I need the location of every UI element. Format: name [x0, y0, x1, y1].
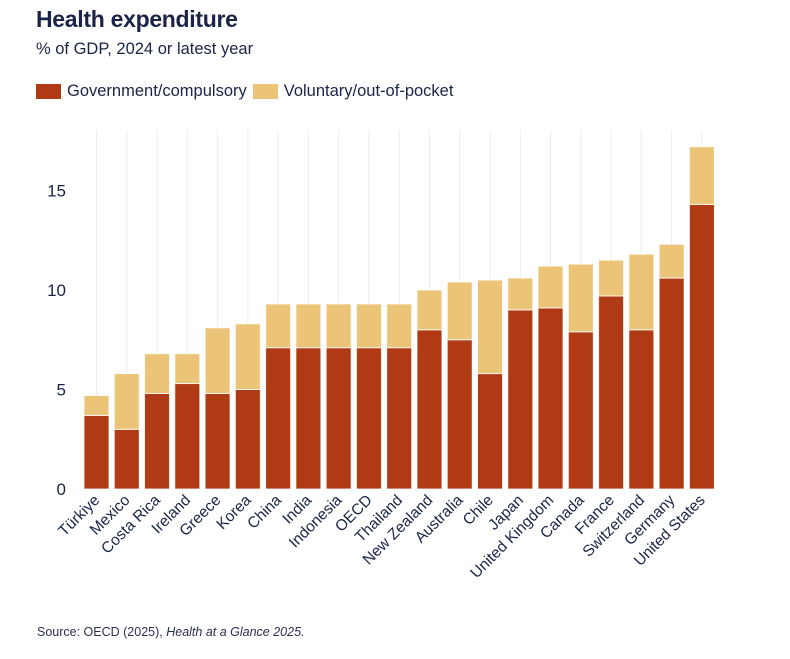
bar-voluntary: New Zealand — Voluntary/out-of-pocket: 2 [416, 289, 443, 331]
bar-voluntary: China — Voluntary/out-of-pocket: 2.2 [265, 303, 292, 349]
bar-voluntary: Switzerland — Voluntary/out-of-pocket: 3… [628, 253, 655, 331]
bar-voluntary: Indonesia — Voluntary/out-of-pocket: 2.2 [325, 303, 352, 349]
bar-voluntary: Japan — Voluntary/out-of-pocket: 1.6 [507, 277, 534, 311]
legend-item-voluntary: Voluntary/out-of-pocket [252, 82, 454, 101]
bar-government: OECD — Government/compulsory: 7.1 [355, 347, 382, 490]
bar-voluntary: Türkiye — Voluntary/out-of-pocket: 1 [83, 394, 110, 416]
legend-swatch-government [36, 84, 61, 99]
source-prefix: Source: OECD (2025), [37, 625, 167, 639]
y-tick-label: 0 [57, 480, 66, 499]
legend-label-voluntary: Voluntary/out-of-pocket [283, 82, 454, 100]
chart-subtitle: % of GDP, 2024 or latest year [36, 40, 254, 58]
bar-government: Germany — Government/compulsory: 10.6 [658, 277, 685, 490]
bar-government: Ireland — Government/compulsory: 5.3 [174, 383, 201, 490]
bar-voluntary: India — Voluntary/out-of-pocket: 2.2 [295, 303, 322, 349]
bar-voluntary: Greece — Voluntary/out-of-pocket: 3.3 [204, 327, 231, 394]
bar-government: United Kingdom — Government/compulsory: … [537, 307, 564, 490]
legend: Government/compulsory Voluntary/out-of-p… [36, 82, 459, 101]
bar-government: Korea — Government/compulsory: 5 [234, 389, 261, 490]
bar-government: Thailand — Government/compulsory: 7.1 [386, 347, 413, 490]
y-axis: 0 5 10 15 [47, 182, 66, 500]
bar-voluntary: France — Voluntary/out-of-pocket: 1.8 [598, 259, 625, 297]
chart-title: Health expenditure [36, 6, 238, 32]
bar-government: Indonesia — Government/compulsory: 7.1 [325, 347, 352, 490]
source-title: Health at a Glance 2025. [166, 625, 305, 639]
bar-government: Australia — Government/compulsory: 7.5 [446, 339, 473, 490]
bar-government: Türkiye — Government/compulsory: 3.7 [83, 414, 110, 490]
bar-voluntary: Australia — Voluntary/out-of-pocket: 2.9 [446, 281, 473, 341]
bar-government: Greece — Government/compulsory: 4.8 [204, 392, 231, 490]
bar-voluntary: Costa Rica — Voluntary/out-of-pocket: 2 [144, 353, 171, 394]
bar-government: Costa Rica — Government/compulsory: 4.8 [144, 392, 171, 490]
bar-government: India — Government/compulsory: 7.1 [295, 347, 322, 490]
bar-government: France — Government/compulsory: 9.7 [598, 295, 625, 490]
bar-voluntary: Korea — Voluntary/out-of-pocket: 3.3 [234, 323, 261, 390]
x-tick-label: Korea [213, 492, 255, 534]
bar-government: Chile — Government/compulsory: 5.8 [477, 373, 504, 490]
bar-voluntary: Thailand — Voluntary/out-of-pocket: 2.2 [386, 303, 413, 349]
bars: Türkiye — Government/compulsory: 3.7Türk… [83, 146, 715, 490]
bar-government: Canada — Government/compulsory: 7.9 [567, 331, 594, 490]
bar-government: Mexico — Government/compulsory: 3 [113, 428, 140, 490]
bar-voluntary: Ireland — Voluntary/out-of-pocket: 1.5 [174, 353, 201, 385]
bar-voluntary: Mexico — Voluntary/out-of-pocket: 2.8 [113, 373, 140, 430]
legend-item-government: Government/compulsory [36, 82, 247, 101]
bar-government: Switzerland — Government/compulsory: 8 [628, 329, 655, 490]
legend-label-government: Government/compulsory [67, 82, 247, 100]
bar-government: China — Government/compulsory: 7.1 [265, 347, 292, 490]
bar-voluntary: United States — Voluntary/out-of-pocket:… [688, 146, 715, 205]
y-tick-label: 15 [47, 182, 66, 201]
y-tick-label: 5 [57, 381, 66, 400]
y-tick-label: 10 [47, 281, 66, 300]
bar-voluntary: Germany — Voluntary/out-of-pocket: 1.7 [658, 243, 685, 279]
bar-government: United States — Government/compulsory: 1… [688, 203, 715, 490]
bar-voluntary: Chile — Voluntary/out-of-pocket: 4.7 [477, 279, 504, 375]
bar-government: Japan — Government/compulsory: 9 [507, 309, 534, 490]
bar-government: New Zealand — Government/compulsory: 8 [416, 329, 443, 490]
source-note: Source: OECD (2025), Health at a Glance … [37, 625, 305, 639]
bar-voluntary: United Kingdom — Voluntary/out-of-pocket… [537, 265, 564, 309]
x-tick-label: China [244, 492, 285, 533]
legend-swatch-voluntary [252, 84, 278, 99]
bar-voluntary: Canada — Voluntary/out-of-pocket: 3.4 [567, 263, 594, 333]
bar-voluntary: OECD — Voluntary/out-of-pocket: 2.2 [355, 303, 382, 349]
